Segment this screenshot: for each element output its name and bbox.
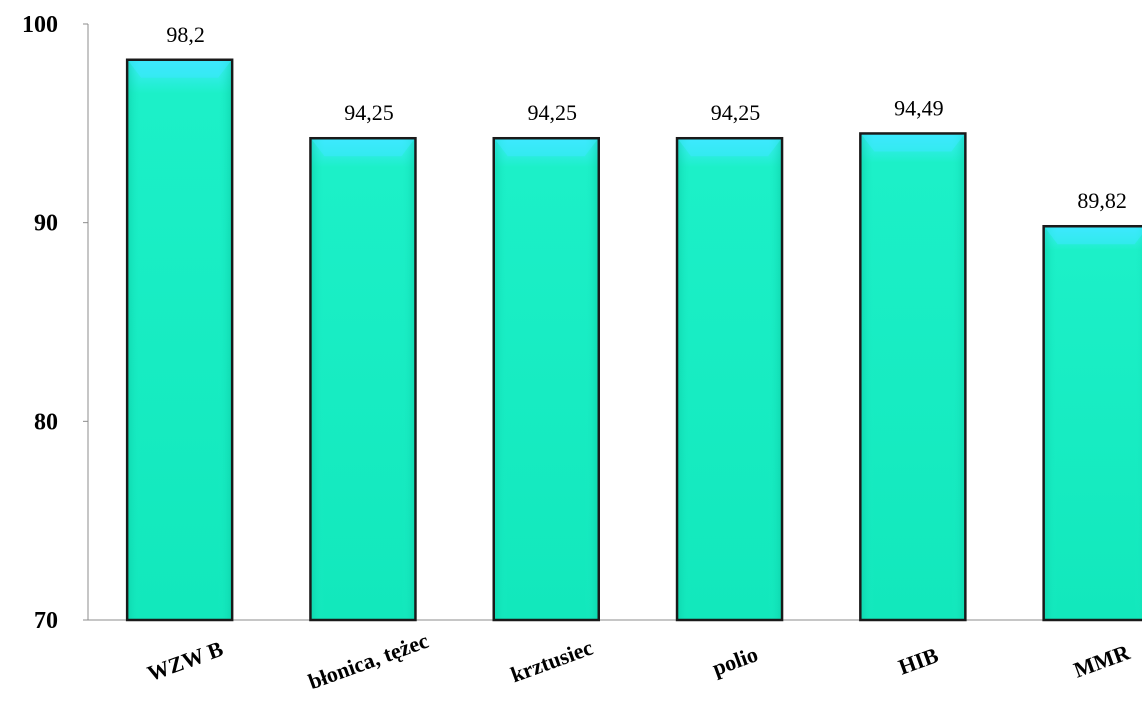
x-category-label: błonica, tężec xyxy=(305,628,432,695)
x-axis-labels: WZW B błonica, tężec krztusiec polio HIB MMR xyxy=(144,628,1134,695)
bar xyxy=(859,132,967,622)
bar-top-bevel xyxy=(678,139,781,157)
bar-bevel xyxy=(678,139,781,619)
bar-top-bevel xyxy=(128,61,231,78)
bar-top-bevel xyxy=(311,139,414,157)
y-axis: 70 80 90 100 xyxy=(22,12,1142,634)
bar xyxy=(309,136,417,622)
data-labels: 98,2 94,25 94,25 94,25 94,49 89,82 xyxy=(166,22,1127,213)
bar-bevel xyxy=(1045,227,1142,619)
bar xyxy=(675,136,784,622)
bar-bevel xyxy=(495,139,598,619)
bar-value-label: 94,25 xyxy=(711,100,761,125)
bars xyxy=(125,58,1142,622)
x-category-label: krztusiec xyxy=(507,634,596,687)
y-tick-label: 100 xyxy=(22,12,58,38)
x-category-label: MMR xyxy=(1070,639,1134,683)
bar-top-bevel xyxy=(861,134,964,152)
bar xyxy=(1042,224,1142,622)
bar-bevel xyxy=(128,61,231,619)
bar-value-label: 94,25 xyxy=(528,100,578,125)
bar-top-bevel xyxy=(495,139,598,157)
bar-top-bevel xyxy=(1045,227,1142,245)
bar-value-label: 94,25 xyxy=(344,100,394,125)
bar-bevel xyxy=(861,134,964,619)
bar-value-label: 98,2 xyxy=(166,22,205,47)
bar xyxy=(492,136,600,622)
bar-value-label: 94,49 xyxy=(894,95,944,120)
bar xyxy=(125,58,234,622)
x-category-label: HIB xyxy=(895,642,942,679)
x-category-label: WZW B xyxy=(144,636,227,686)
y-tick-label: 90 xyxy=(34,211,58,237)
y-tick-label: 80 xyxy=(34,409,58,435)
y-tick-label: 70 xyxy=(34,608,58,634)
bar-value-label: 89,82 xyxy=(1077,188,1127,213)
x-category-label: polio xyxy=(709,641,761,680)
bar-bevel xyxy=(311,139,414,619)
